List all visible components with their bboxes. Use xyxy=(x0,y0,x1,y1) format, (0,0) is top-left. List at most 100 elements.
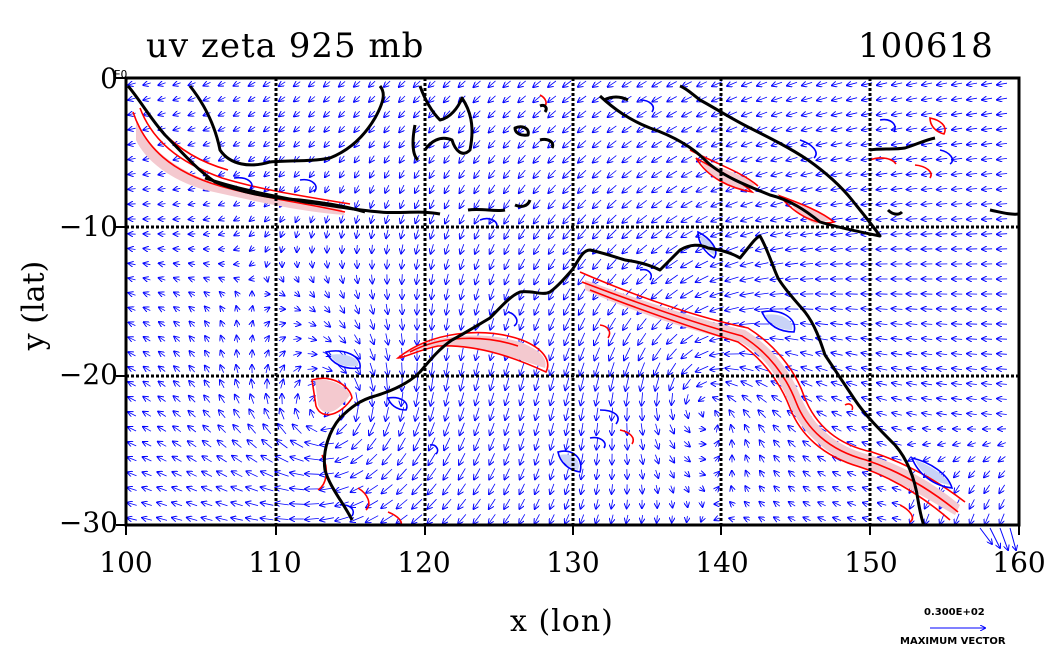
wind-vector xyxy=(922,128,933,130)
wind-vector xyxy=(652,110,662,116)
wind-vector xyxy=(727,97,738,101)
wind-vector xyxy=(907,368,918,370)
wind-vector xyxy=(489,468,496,480)
wind-vector xyxy=(997,189,1008,190)
wind-vector xyxy=(204,218,211,220)
wind-vector xyxy=(550,347,555,360)
wind-vector xyxy=(520,453,525,464)
wind-vector xyxy=(446,258,449,269)
wind-vector xyxy=(218,425,226,433)
wind-vector xyxy=(982,128,993,129)
wind-vector xyxy=(341,230,342,237)
wind-vector xyxy=(578,258,587,269)
wind-vector xyxy=(907,188,918,189)
wind-vector xyxy=(414,437,421,450)
wind-vector xyxy=(518,80,526,87)
wind-vector xyxy=(430,184,434,193)
wind-vector xyxy=(444,452,451,465)
wind-vector xyxy=(907,338,918,339)
wind-vector xyxy=(641,515,642,523)
x-axis-label: x (lon) xyxy=(510,604,614,639)
wind-vector xyxy=(386,333,388,345)
wind-vector xyxy=(771,187,783,190)
wind-vector xyxy=(952,83,963,85)
wind-vector xyxy=(399,437,406,450)
wind-vector xyxy=(520,483,525,494)
wind-vector xyxy=(684,378,691,389)
wind-vector xyxy=(205,351,209,358)
wind-vector xyxy=(293,339,300,340)
wind-vector xyxy=(474,184,481,193)
wind-vector xyxy=(611,514,613,524)
wind-vector xyxy=(534,214,541,224)
wind-vector xyxy=(757,112,768,116)
wind-vector xyxy=(281,245,283,252)
wind-vector xyxy=(682,96,692,102)
wind-vector xyxy=(261,471,274,477)
wind-vector xyxy=(234,278,239,280)
wind-vector xyxy=(696,305,709,312)
wind-vector xyxy=(278,424,287,435)
wind-vector xyxy=(335,486,349,491)
wind-vector xyxy=(354,422,361,435)
wind-vector xyxy=(564,318,571,330)
wind-vector xyxy=(667,185,678,192)
wind-vector xyxy=(204,203,211,205)
wind-vector xyxy=(474,125,481,133)
wind-vector xyxy=(802,82,813,85)
wind-vector xyxy=(459,140,466,147)
negative-vorticity-contours xyxy=(233,99,954,517)
wind-vector xyxy=(565,499,569,509)
wind-vector xyxy=(937,383,947,384)
wind-vector xyxy=(476,303,479,315)
wind-vector xyxy=(684,425,689,432)
wind-vector xyxy=(474,468,481,480)
wind-vector xyxy=(892,413,902,416)
wind-vector xyxy=(128,189,136,190)
wind-vector xyxy=(503,80,511,87)
wind-vector xyxy=(127,503,137,506)
wind-vector xyxy=(892,234,903,235)
wind-vector xyxy=(399,125,406,133)
wind-vector xyxy=(384,140,390,148)
wind-vector xyxy=(386,214,389,223)
wind-vector xyxy=(309,111,316,116)
wind-vector xyxy=(581,499,584,508)
wind-vector xyxy=(339,110,346,117)
wind-vector xyxy=(550,514,555,523)
wind-vector xyxy=(668,362,677,375)
wind-vector xyxy=(952,128,963,130)
wind-vector xyxy=(952,234,963,235)
wind-vector xyxy=(608,303,617,314)
wind-vector xyxy=(997,399,1007,400)
wind-vector xyxy=(710,291,724,297)
wind-vector xyxy=(387,377,388,391)
wind-vector xyxy=(188,441,197,448)
wind-vector xyxy=(715,457,719,462)
wind-vector xyxy=(279,142,286,147)
wind-vector xyxy=(732,440,733,448)
wind-vector xyxy=(697,126,708,132)
wind-vector xyxy=(459,437,466,450)
wind-vector xyxy=(984,457,991,462)
wind-vector xyxy=(549,303,556,314)
wind-vector xyxy=(295,185,299,192)
wind-vector xyxy=(251,321,253,328)
wind-vector xyxy=(786,294,799,295)
wind-vector xyxy=(356,289,358,298)
wind-vector xyxy=(652,274,663,284)
wind-vector xyxy=(415,169,420,178)
wind-vector xyxy=(520,318,525,329)
wind-vector xyxy=(742,157,753,161)
wind-vector xyxy=(249,112,256,116)
wind-vector xyxy=(745,486,748,492)
wind-vector xyxy=(818,457,827,462)
wind-vector xyxy=(144,337,151,341)
wind-vector xyxy=(922,309,933,310)
wind-vector xyxy=(581,453,583,465)
wind-vector xyxy=(386,244,387,254)
wind-vector xyxy=(386,318,388,329)
wind-vector xyxy=(563,229,571,239)
wind-vector xyxy=(593,184,602,193)
wind-vector xyxy=(369,80,376,87)
